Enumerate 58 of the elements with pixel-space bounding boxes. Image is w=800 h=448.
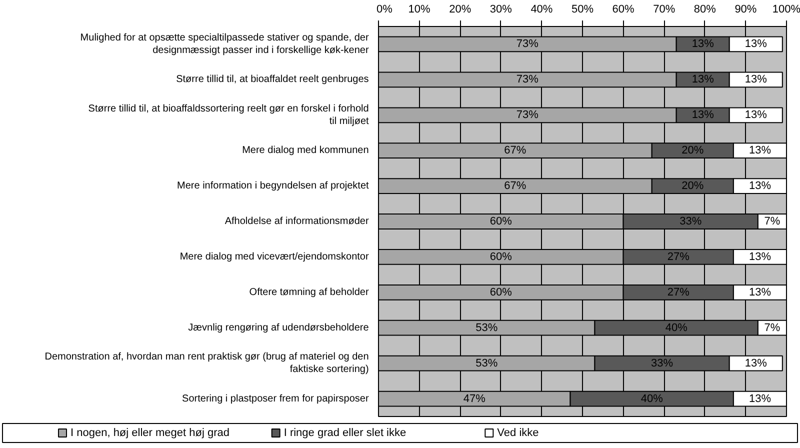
- data-label: 60%: [490, 216, 512, 228]
- data-label: 13%: [744, 74, 768, 86]
- data-label: 13%: [744, 357, 768, 370]
- y-tick-label: Større tillid til, at bioaffaldssortering reelt gør en forskel i forhold til miljøet: [88, 103, 370, 127]
- data-label: 67%: [504, 180, 526, 192]
- y-tick-label: Mere dialog med vicevært/ejendomskontor: [180, 251, 370, 262]
- data-label: 20%: [682, 144, 704, 157]
- y-tick-label: Mulighed for at opsætte specialtilpassede stativer og spande, der designmæssigt passer ind i forskellige køk-kener: [80, 32, 370, 56]
- x-tick-label: 20%: [449, 4, 472, 16]
- data-label: 13%: [748, 392, 772, 405]
- data-label: 67%: [504, 144, 526, 157]
- x-tick-label: 100%: [772, 4, 800, 16]
- y-tick-label: Sortering i plastposer frem for papirsposer: [182, 393, 370, 404]
- data-label: 53%: [476, 357, 498, 370]
- y-tick-label: Oftere tømning af beholder: [249, 286, 370, 298]
- x-tick-label: 30%: [490, 4, 512, 16]
- data-label: 60%: [490, 286, 512, 298]
- x-tick-label: 90%: [734, 4, 757, 16]
- x-tick-label: 60%: [612, 4, 635, 16]
- data-label: 13%: [692, 38, 714, 50]
- x-tick-label: 50%: [571, 4, 594, 16]
- legend-label: I nogen, høj eller meget høj grad: [70, 427, 230, 439]
- data-label: 27%: [667, 286, 690, 298]
- data-label: 73%: [516, 109, 539, 122]
- y-tick-label: Afholdelse af informationsmøder: [224, 216, 370, 227]
- data-label: 27%: [667, 250, 690, 263]
- legend-label: I ringe grad eller slet ikke: [284, 427, 406, 439]
- data-label: 73%: [516, 38, 539, 50]
- data-label: 13%: [692, 74, 714, 86]
- data-label: 7%: [764, 216, 780, 228]
- y-tick-label: Større tillid til, at bioaffaldet reelt genbruges: [176, 74, 369, 86]
- data-label: 13%: [748, 250, 772, 263]
- x-tick-label: 40%: [530, 4, 553, 16]
- data-label: 13%: [748, 286, 772, 298]
- data-label: 40%: [665, 322, 688, 334]
- data-label: 20%: [682, 180, 704, 192]
- y-tick-label: Mere dialog med kommunen: [242, 145, 369, 156]
- data-label: 13%: [748, 144, 772, 157]
- y-tick-label: Jævnlig rengøring af udendørsbeholdere: [188, 322, 370, 334]
- data-label: 33%: [680, 216, 702, 228]
- x-tick-label: 10%: [408, 4, 431, 16]
- y-tick-label: Demonstration af, hvordan man rent praktisk gør (brug af materiel og den faktiske sortering): [44, 351, 369, 376]
- x-tick-label: 80%: [694, 4, 716, 16]
- data-label: 47%: [463, 392, 486, 405]
- x-tick-label: 70%: [653, 4, 676, 16]
- x-tick-label: 0%: [376, 4, 393, 16]
- y-tick-label: Mere information i begyndelsen af projektet: [177, 180, 370, 192]
- data-label: 33%: [651, 357, 674, 370]
- data-label: 13%: [748, 180, 772, 192]
- data-label: 13%: [744, 38, 768, 50]
- legend-label: Ved ikke: [497, 427, 539, 439]
- data-label: 7%: [764, 322, 780, 334]
- data-label: 73%: [516, 74, 539, 86]
- data-label: 13%: [744, 109, 768, 122]
- data-label: 53%: [476, 322, 498, 334]
- data-label: 60%: [490, 250, 512, 263]
- data-label: 13%: [692, 109, 714, 122]
- data-label: 40%: [640, 392, 664, 405]
